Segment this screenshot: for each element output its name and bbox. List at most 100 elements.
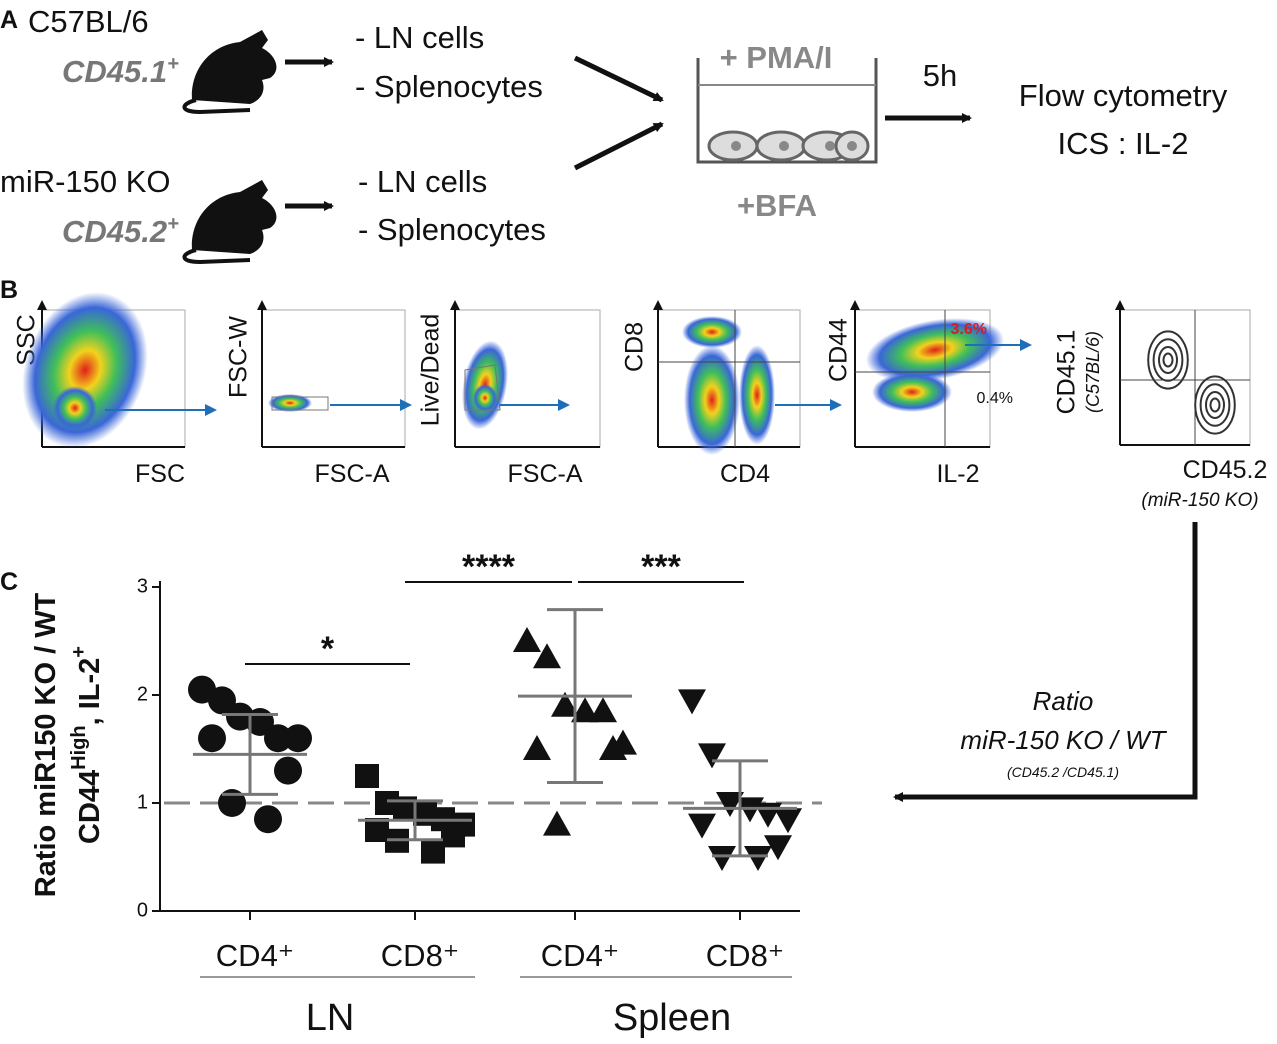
cells: - Splenocytes — [358, 212, 546, 247]
cell-population — [22, 292, 148, 448]
y-label-part: CD44 — [74, 770, 106, 844]
cell-population — [53, 386, 97, 430]
x-tick-label: CD8⁺ — [706, 938, 784, 973]
cell-population — [682, 316, 742, 348]
culture-top: + PMA/I — [720, 40, 833, 75]
data-point — [754, 802, 782, 828]
x-tick-label: CD4⁺ — [216, 938, 294, 973]
significance-label: **** — [462, 548, 516, 586]
marker-sup: + — [167, 53, 179, 75]
contour — [1147, 330, 1189, 390]
data-point — [523, 735, 551, 760]
cell-population — [684, 345, 740, 455]
data-point — [284, 724, 312, 753]
mouse-icon — [182, 180, 277, 265]
arrows — [285, 55, 972, 211]
cell-population — [865, 318, 1005, 382]
plot-x-label: IL-2 — [936, 460, 979, 488]
connector-arrow — [893, 522, 1198, 802]
culture-well — [696, 58, 878, 164]
data-point — [254, 805, 282, 834]
data-point — [599, 735, 627, 760]
data-point — [218, 789, 246, 817]
gate — [464, 364, 501, 411]
significance-label: *** — [641, 548, 681, 586]
y-label-part: , IL-2 — [74, 658, 106, 726]
data-point — [264, 724, 292, 753]
cell-population — [872, 372, 952, 412]
contour — [1199, 383, 1231, 427]
contour — [1209, 397, 1221, 413]
gate — [271, 396, 329, 411]
data-point — [421, 839, 445, 864]
data-point — [198, 724, 226, 753]
plot-y-label: CD8 — [621, 322, 649, 372]
y-tick-label: 3 — [137, 575, 148, 597]
y-tick-label: 1 — [137, 791, 148, 813]
data-point — [513, 627, 541, 652]
panel-label: C — [0, 568, 18, 596]
data-point — [744, 846, 772, 871]
data-point — [708, 846, 736, 871]
x-tick-label: CD8⁺ — [381, 938, 459, 973]
contour — [1162, 352, 1174, 368]
data-point — [688, 813, 716, 839]
data-point — [543, 810, 571, 836]
data-point — [274, 756, 302, 785]
y-axis-label: Ratio miR150 KO / WT CD44High, IL-2+ — [30, 592, 106, 897]
strain: miR-150 KO — [0, 164, 171, 199]
y-label-sup: High — [68, 725, 90, 769]
ratio-note: Ratio — [1033, 686, 1094, 716]
data-point — [355, 764, 379, 788]
cell-population — [268, 394, 312, 412]
data-point — [764, 835, 792, 861]
y-label-line: CD44High, IL-2+ — [68, 646, 106, 844]
contour — [1194, 375, 1236, 435]
cell-population — [473, 384, 497, 412]
plot-y-label: FSC-W — [225, 316, 253, 398]
ratio-note: (CD45.2 /CD45.1) — [1007, 764, 1119, 780]
gate-percent: 3.6% — [951, 321, 987, 338]
culture-bottom: +BFA — [737, 188, 817, 223]
data-point — [208, 686, 236, 715]
plot-y-label: Live/Dead — [417, 314, 445, 427]
plot-x-label: FSC-A — [315, 460, 390, 488]
plot-x-sub: (miR-150 KO) — [1141, 490, 1258, 511]
cell-population — [739, 345, 775, 445]
marker-name: CD45.2 — [62, 214, 167, 249]
readout: Flow cytometry — [1019, 78, 1228, 113]
marker-name: CD45.1 — [62, 54, 167, 89]
data-point — [571, 697, 599, 723]
gate-percent: 0.4% — [977, 390, 1013, 407]
mouse-icon — [182, 30, 277, 115]
plot-x-label: CD45.2 — [1183, 456, 1268, 484]
data-point — [678, 689, 706, 715]
plot-frame — [261, 309, 406, 448]
group-label: LN — [306, 997, 355, 1039]
readout: ICS : IL-2 — [1058, 126, 1189, 161]
data-point — [698, 743, 726, 769]
strain: C57BL/6 — [28, 4, 149, 39]
x-tick-label: CD4⁺ — [541, 938, 619, 973]
group-label: Spleen — [613, 997, 731, 1039]
y-tick-label: 0 — [137, 899, 148, 921]
marker: CD45.2+ — [62, 213, 179, 249]
plot-y-sub: (C57BL/6) — [1083, 331, 1103, 413]
cells: - Splenocytes — [355, 69, 543, 104]
plot-y-label: CD45.1 — [1053, 330, 1081, 415]
time: 5h — [923, 58, 957, 93]
contour — [1158, 346, 1178, 374]
data-point — [551, 691, 579, 717]
significance-label: * — [321, 630, 335, 668]
flow-plots: SSCFSCFSC-WFSC-ALive/DeadFSC-ACD8CD4CD44… — [13, 292, 1268, 511]
data-point — [589, 697, 617, 723]
panel-label: B — [0, 276, 18, 304]
cells: - LN cells — [355, 20, 484, 55]
data-point — [774, 808, 802, 834]
plot-x-label: FSC — [135, 460, 185, 488]
cells: - LN cells — [358, 164, 487, 199]
marker-sup: + — [167, 213, 179, 235]
y-tick-label: 2 — [137, 683, 148, 705]
